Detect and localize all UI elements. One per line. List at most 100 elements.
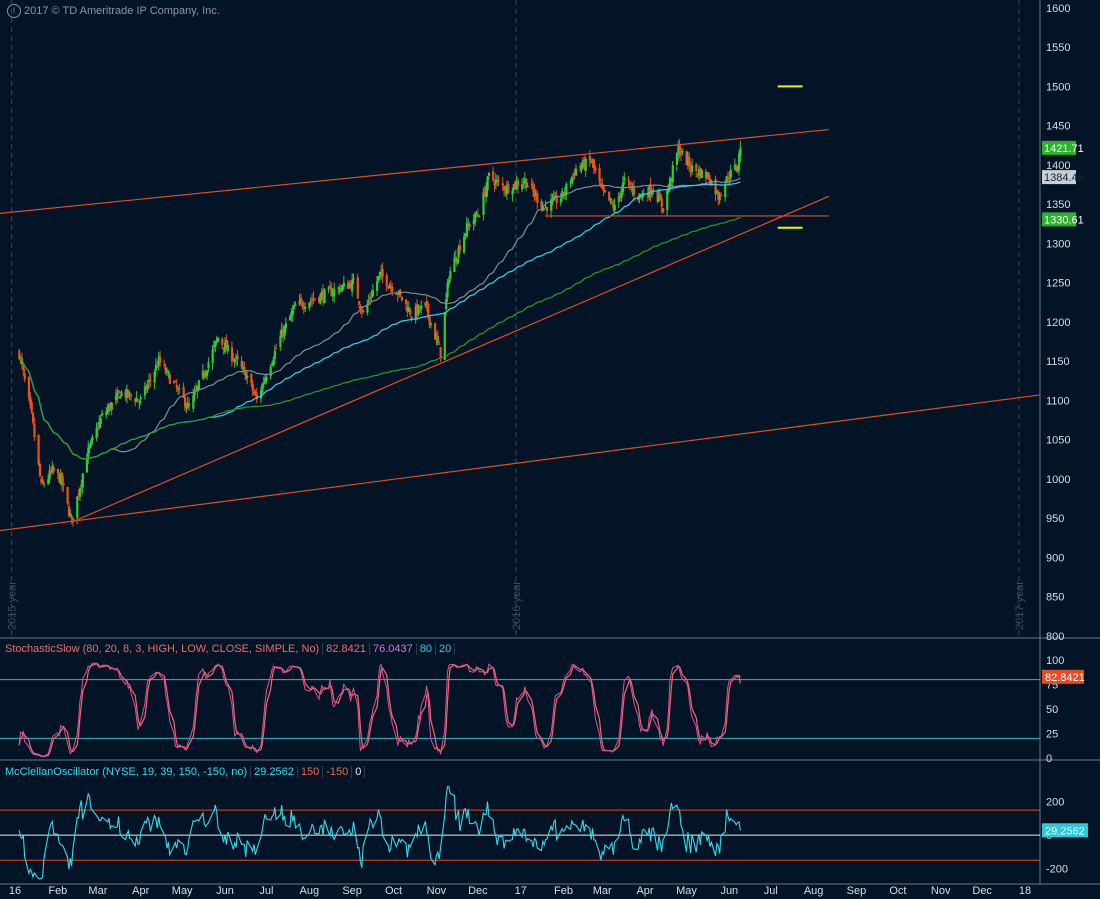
candle xyxy=(739,141,742,163)
candle-body xyxy=(562,192,565,196)
candle xyxy=(608,191,611,202)
candle-body xyxy=(338,288,341,293)
candle-body xyxy=(186,402,189,409)
candle xyxy=(468,221,471,231)
candle xyxy=(139,394,142,406)
candle-body xyxy=(101,413,104,416)
candle xyxy=(135,391,138,403)
candle xyxy=(718,191,721,205)
x-axis-label: Nov xyxy=(427,885,447,897)
candle-body xyxy=(447,279,451,284)
candle-body xyxy=(670,179,673,181)
candle xyxy=(420,300,423,315)
candle-body xyxy=(49,470,53,472)
candle-body xyxy=(406,306,409,313)
candle-body xyxy=(214,341,217,348)
copyright-text: 2017 © TD Ameritrade IP Company, Inc. xyxy=(24,5,220,17)
x-axis-label: Mar xyxy=(593,885,612,897)
candle-body xyxy=(96,429,100,431)
info-icon[interactable]: ! xyxy=(7,4,21,18)
price-badge-text: 1421.71 xyxy=(1044,143,1084,155)
candle xyxy=(351,273,354,297)
candle-body xyxy=(294,304,297,306)
candle xyxy=(561,187,564,202)
stoch-legend-name[interactable]: StochasticSlow (80, 20, 8, 3, HIGH, LOW,… xyxy=(2,643,324,655)
candle xyxy=(573,168,576,180)
candle-body xyxy=(728,177,731,179)
x-axis-label: May xyxy=(676,885,697,897)
candle xyxy=(670,177,673,187)
candle xyxy=(244,369,247,381)
candle-body xyxy=(127,389,130,397)
candle-body xyxy=(207,362,210,369)
candle-body xyxy=(62,482,65,486)
candle xyxy=(265,373,268,384)
candle-body xyxy=(168,374,171,384)
candle-body xyxy=(359,306,362,310)
mco-legend-name[interactable]: McClellanOscillator (NYSE, 19, 39, 150, … xyxy=(2,766,252,778)
candle-body xyxy=(733,164,737,170)
candle xyxy=(632,180,636,201)
x-axis-label: Jun xyxy=(216,885,234,897)
candle-body xyxy=(124,390,127,398)
candle xyxy=(581,157,585,168)
candle-body xyxy=(623,177,626,181)
candle xyxy=(62,476,65,492)
mco-legend-value: 29.2562 xyxy=(251,766,298,778)
candle-body xyxy=(244,371,247,380)
candle-body xyxy=(87,447,90,458)
candle-body xyxy=(685,151,688,166)
candle xyxy=(717,189,720,206)
candle-body xyxy=(153,371,156,383)
candle-body xyxy=(304,306,307,310)
price-axis-label: 1600 xyxy=(1046,3,1070,15)
candle-body xyxy=(243,367,246,370)
stoch-badge: 82.8421 xyxy=(1042,669,1085,684)
candle xyxy=(323,288,326,304)
candle-body xyxy=(221,338,224,345)
candle-body xyxy=(196,386,199,392)
x-axis-label: Dec xyxy=(972,885,992,897)
candle-body xyxy=(521,184,524,190)
candle-body xyxy=(533,190,536,197)
candle xyxy=(329,280,332,289)
price-badge-text: 1384.46 xyxy=(1044,172,1084,184)
candle-body xyxy=(544,206,547,208)
candle-body xyxy=(128,392,131,394)
candle xyxy=(270,361,274,368)
candle-body xyxy=(436,335,439,343)
candle-body xyxy=(273,350,276,360)
trendline xyxy=(71,195,830,523)
candle xyxy=(153,369,156,389)
candle xyxy=(443,312,446,361)
candle-body xyxy=(175,385,178,388)
candle-body xyxy=(493,182,496,186)
price-badge: 1421.71 xyxy=(1042,140,1084,155)
candle-body xyxy=(650,192,654,196)
stoch-legend: StochasticSlow (80, 20, 8, 3, HIGH, LOW,… xyxy=(2,643,456,655)
candle xyxy=(95,422,98,441)
candle-body xyxy=(290,312,293,317)
candle xyxy=(117,389,120,395)
candle xyxy=(385,272,388,292)
candle xyxy=(371,284,375,298)
candle xyxy=(309,297,312,306)
candle xyxy=(416,299,419,321)
candle xyxy=(410,316,413,322)
candle-body xyxy=(329,286,332,289)
candle xyxy=(337,286,340,294)
candle-body xyxy=(454,256,457,262)
candle xyxy=(127,389,130,399)
x-axis-label: Feb xyxy=(554,885,573,897)
candle xyxy=(47,474,50,486)
mco-axis-label: -200 xyxy=(1046,864,1068,876)
candle xyxy=(251,379,254,397)
candle xyxy=(610,197,614,205)
candle-body xyxy=(377,275,380,281)
candle-body xyxy=(40,478,43,483)
candle-body xyxy=(590,161,593,163)
candle xyxy=(340,284,343,293)
candle-body xyxy=(362,310,365,313)
candle xyxy=(400,296,404,302)
